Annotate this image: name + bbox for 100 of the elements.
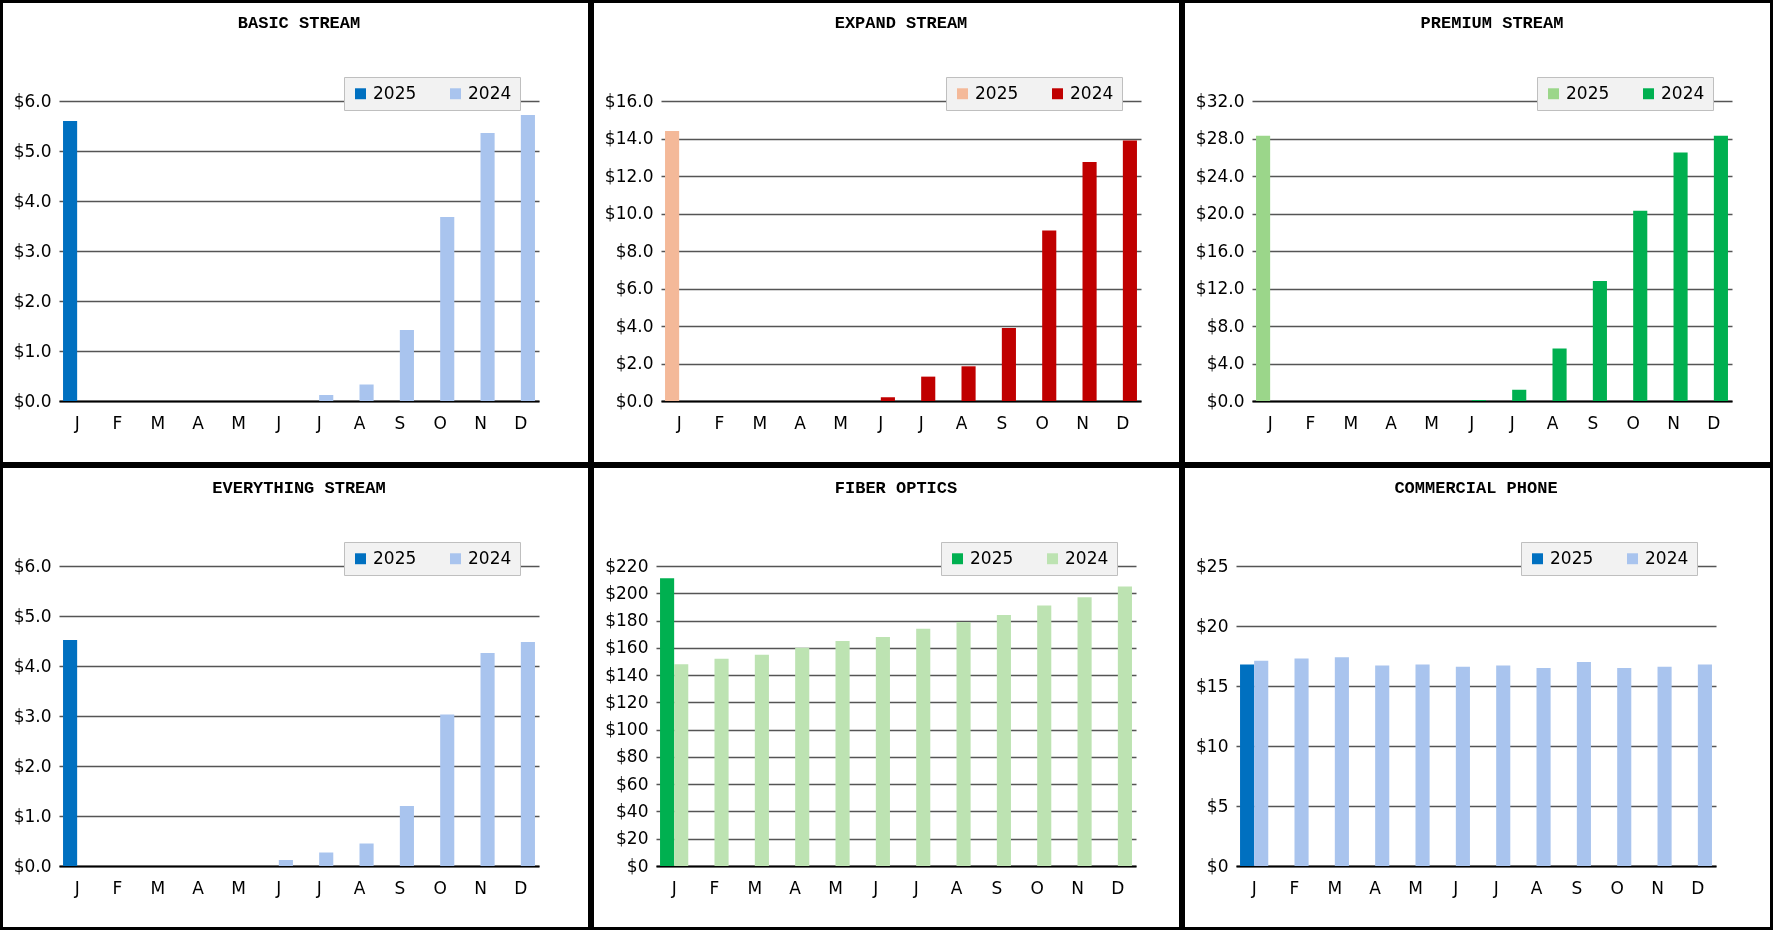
x-tick-label: N: [1071, 877, 1084, 898]
bar: [1037, 605, 1052, 866]
x-tick-label: M: [1327, 877, 1343, 898]
x-tick-label: A: [789, 877, 802, 898]
bar: [359, 384, 374, 401]
x-tick-label: M: [231, 877, 246, 898]
chart-title: PREMIUM STREAM: [1420, 13, 1564, 33]
bar: [1294, 658, 1309, 866]
y-tick-label: $180: [605, 610, 649, 631]
bar: [1617, 668, 1632, 866]
bar: [1673, 152, 1688, 401]
bar: [480, 653, 495, 866]
y-tick-label: $140: [605, 664, 649, 685]
chart-title: BASIC STREAM: [237, 13, 361, 33]
x-tick-label: F: [714, 412, 725, 433]
bar: [399, 330, 414, 401]
y-tick-label: $20: [1196, 615, 1229, 636]
y-tick-label: $1.0: [13, 340, 52, 361]
bar: [916, 628, 931, 866]
bar: [440, 714, 455, 866]
y-tick-label: $14.0: [604, 128, 654, 148]
x-tick-label: J: [675, 412, 682, 433]
y-tick-label: $200: [605, 582, 649, 603]
bar: [1512, 389, 1527, 401]
y-tick-label: $6.0: [13, 90, 52, 111]
y-tick-label: $16.0: [1195, 240, 1245, 261]
x-tick-label: S: [991, 877, 1003, 898]
bar: [660, 578, 675, 866]
bar: [1592, 281, 1607, 401]
x-tick-label: J: [1508, 412, 1515, 433]
x-tick-label: A: [955, 412, 968, 433]
y-tick-label: $5.0: [13, 140, 52, 161]
y-tick-label: $20: [616, 828, 649, 849]
bar: [520, 642, 535, 866]
bar: [1455, 666, 1470, 866]
y-tick-label: $32.0: [1195, 90, 1245, 111]
bar: [1713, 135, 1728, 401]
y-tick-label: $1.0: [13, 805, 52, 826]
y-tick-label: $5.0: [13, 605, 52, 626]
x-tick-label: O: [1626, 412, 1640, 433]
bar: [63, 121, 78, 401]
bar: [278, 860, 293, 866]
x-tick-label: J: [73, 412, 80, 433]
y-tick-label: $6.0: [13, 555, 52, 576]
y-tick-label: $4.0: [1206, 353, 1245, 373]
bar: [1122, 140, 1137, 401]
bar: [1415, 664, 1430, 866]
bar: [1001, 327, 1016, 401]
x-tick-label: N: [474, 412, 487, 433]
y-tick-label: $0: [626, 855, 649, 876]
x-tick-label: A: [353, 412, 366, 433]
bar: [714, 658, 729, 866]
x-tick-label: J: [1452, 877, 1459, 898]
x-tick-label: N: [474, 877, 487, 898]
y-tick-label: $2.0: [615, 353, 654, 373]
bar: [665, 131, 680, 401]
y-tick-label: $16.0: [604, 90, 654, 111]
bar: [1657, 666, 1672, 866]
x-tick-label: F: [1305, 412, 1316, 433]
y-tick-label: $160: [605, 637, 649, 658]
bar: [1536, 668, 1551, 866]
legend-label: 2024: [468, 82, 512, 103]
y-tick-label: $60: [616, 773, 649, 794]
x-tick-label: A: [1385, 412, 1398, 433]
x-tick-label: N: [1651, 877, 1664, 898]
y-tick-label: $6.0: [615, 278, 654, 298]
bar: [1697, 664, 1712, 866]
y-tick-label: $100: [605, 719, 649, 740]
bar: [1552, 348, 1567, 401]
x-tick-label: O: [1035, 412, 1049, 433]
chart-title: COMMERCIAL PHONE: [1394, 478, 1558, 498]
x-tick-label: S: [1571, 877, 1583, 898]
x-tick-label: M: [1408, 877, 1423, 898]
y-tick-label: $15: [1196, 675, 1229, 696]
legend-label: 2024: [468, 547, 512, 568]
y-tick-label: $4.0: [13, 655, 52, 676]
bar: [674, 664, 689, 866]
y-tick-label: $4.0: [615, 315, 654, 336]
x-tick-label: M: [833, 412, 848, 433]
x-tick-label: O: [433, 412, 447, 433]
bar: [1375, 665, 1390, 866]
x-tick-label: D: [1116, 412, 1130, 433]
legend-label: 2025: [373, 82, 417, 103]
y-tick-label: $2.0: [13, 290, 52, 311]
x-tick-label: A: [1530, 877, 1543, 898]
legend-label: 2024: [1645, 547, 1689, 568]
y-tick-label: $120: [605, 691, 649, 712]
legend-label: 2025: [1550, 547, 1594, 568]
y-tick-label: $0: [1206, 855, 1229, 876]
x-tick-label: S: [394, 877, 406, 898]
x-tick-label: J: [872, 877, 879, 898]
x-tick-label: A: [192, 412, 205, 433]
bar: [63, 640, 78, 866]
bar: [399, 806, 414, 866]
y-tick-label: $4.0: [13, 190, 52, 211]
x-tick-label: O: [433, 877, 447, 898]
x-tick-label: J: [315, 412, 322, 433]
x-tick-label: A: [1546, 412, 1559, 433]
x-tick-label: M: [1343, 412, 1359, 433]
bar: [1334, 657, 1349, 866]
